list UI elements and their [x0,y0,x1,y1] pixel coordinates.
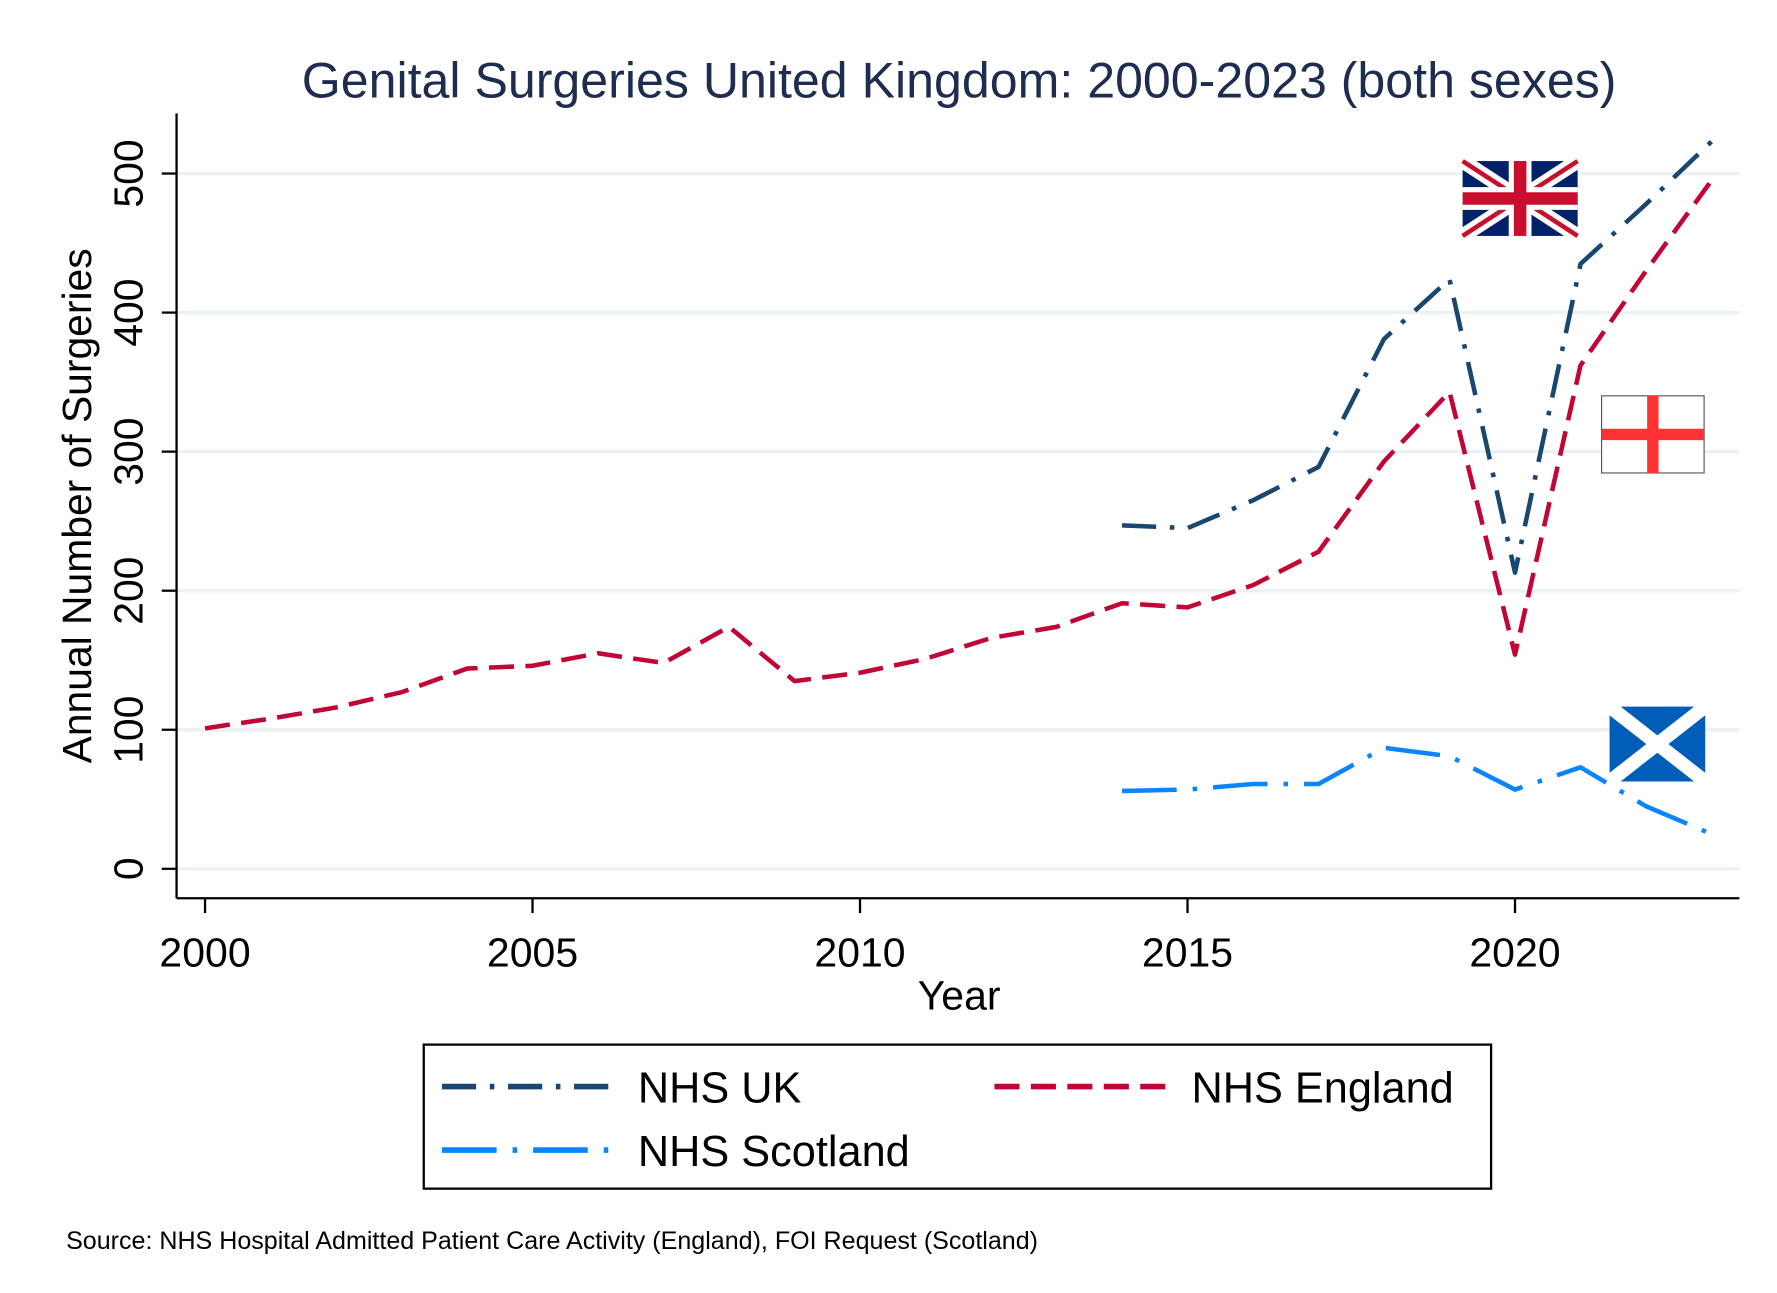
series-line-nhs-england [204,179,1714,731]
legend-label-nhs-scotland: NHS Scotland [638,1128,910,1176]
england-flag-icon [1601,395,1705,474]
y-tick-label: 200 [105,557,151,625]
series-line-nhs-scotland [1121,745,1713,837]
source-note: Source: NHS Hospital Admitted Patient Ca… [66,1227,1038,1255]
x-tick-label: 2020 [1469,929,1560,975]
x-tick-label: 2000 [159,929,250,975]
y-axis-label: Annual Number of Surgeries [54,248,100,763]
y-tick-label: 500 [105,139,151,207]
uk-flag-icon [1458,154,1582,243]
legend-label-nhs-england: NHS England [1192,1065,1454,1113]
scotland-flag-icon [1605,701,1710,787]
x-tick-label: 2015 [1142,929,1233,975]
legend: NHS UK NHS England NHS Scotland [422,1043,1493,1190]
y-tick-label: 400 [105,279,151,347]
y-tick-label: 100 [105,696,151,764]
x-axis-label: Year [918,973,1001,1019]
series-line-nhs-uk [1121,139,1714,575]
y-tick-label: 0 [105,857,151,880]
y-tick-label: 300 [105,418,151,486]
x-tick-label: 2005 [487,929,578,975]
x-tick-label: 2010 [814,929,905,975]
legend-label-nhs-uk: NHS UK [638,1065,802,1113]
chart-title: Genital Surgeries United Kingdom: 2000-2… [302,53,1617,109]
